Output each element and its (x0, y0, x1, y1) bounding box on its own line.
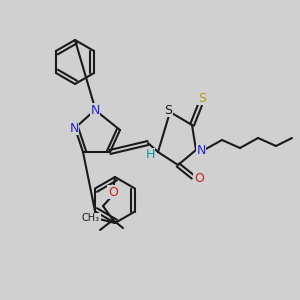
Text: N: N (69, 122, 79, 134)
Text: O: O (108, 185, 118, 199)
Text: O: O (194, 172, 204, 185)
Text: S: S (164, 103, 172, 116)
Text: H: H (145, 148, 155, 161)
Text: N: N (90, 103, 100, 116)
Text: N: N (196, 143, 206, 157)
Text: CH₃: CH₃ (82, 213, 100, 223)
Text: S: S (198, 92, 206, 104)
